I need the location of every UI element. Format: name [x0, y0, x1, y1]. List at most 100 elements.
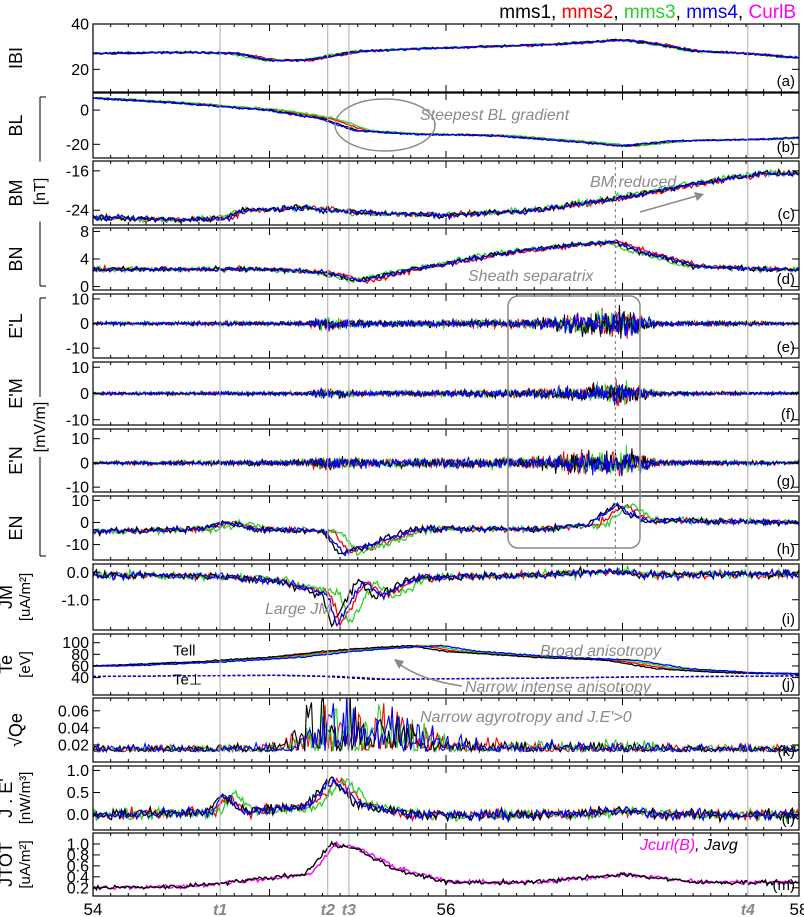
time-marker-label-t3: t3: [342, 902, 356, 917]
annotation-narrow-agyrotropy: Narrow agyrotropy and J.E'>0: [420, 709, 632, 726]
panel-a-series: [93, 38, 799, 63]
jtot-legend-avg: Javg: [703, 837, 738, 854]
y-axis-label-h: EN: [6, 515, 26, 540]
panel-j-series: [93, 644, 799, 681]
y-axis-label-j: Te: [0, 655, 16, 674]
y-tick-label: 60: [71, 658, 89, 675]
y-axis-unit-l: [nW/m³]: [17, 772, 34, 825]
y-axis-label-g: E'N: [6, 446, 26, 474]
y-tick-label: 40: [71, 17, 89, 34]
annotation-large-jm: Large JM: [265, 601, 332, 618]
series-tperp-mms4: [93, 674, 799, 681]
x-tick-label: 58: [790, 900, 804, 917]
legend-mms3: mms3: [623, 2, 676, 23]
panel-tag-k: (k): [778, 743, 796, 760]
y-tick-label: 0: [80, 103, 89, 120]
y-tick-label: 0.4: [67, 869, 89, 886]
panel-frame-a: [92, 23, 800, 93]
series-mms4-k: [93, 698, 799, 754]
panel-frame-d: [92, 227, 800, 291]
x-tick-label: 54: [84, 900, 103, 917]
annotation-bm-reduced: BM reduced: [590, 174, 677, 191]
y-tick-label: 80: [71, 647, 89, 664]
y-axis-label-l: J . E': [0, 778, 16, 817]
series-mms1-d: [93, 240, 799, 283]
series-mms4-l: [93, 776, 799, 824]
series-mms4-e: [93, 310, 799, 337]
y-tick-label: -20: [66, 137, 89, 154]
panel-b-series: [93, 96, 799, 148]
panel-f-series: [93, 379, 799, 407]
time-marker-label-t1: t1: [213, 902, 227, 917]
panel-g-series: [93, 444, 799, 477]
y-tick-label: 0.06: [58, 703, 89, 720]
annotation-arrowhead: [694, 192, 704, 201]
y-axis-label-m: JTOT: [0, 842, 16, 887]
label-te-parallel: Tell: [173, 642, 196, 659]
panel-i-series: [93, 564, 799, 628]
annotation-arrow: [397, 662, 463, 687]
panel-k: 0.060.040.02 (k) √Qe: [6, 697, 800, 763]
annotation-broad-anisotropy: Broad anisotropy: [540, 643, 662, 660]
legend-mms1: mms1: [499, 2, 552, 23]
y-axis-label-b: BL: [6, 114, 26, 136]
series-mms4-g: [93, 453, 799, 477]
series-mms4-i: [93, 566, 799, 627]
panel-k-series: [93, 698, 799, 754]
panel-g: 10 0 -10 (g) E'N: [6, 428, 800, 497]
panel-f: 10 0 -10 (f) E'M: [6, 360, 800, 429]
time-marker-label-t4: t4: [741, 902, 755, 917]
series-mms4-h: [93, 501, 799, 557]
y-tick-label: 0.02: [58, 737, 89, 754]
y-axis-unit-m: [uA/m²]: [17, 840, 34, 888]
panel-e: 10 0 -10 (e) E'L: [6, 291, 800, 359]
time-marker-label-t2: t2: [321, 902, 335, 917]
legend-mms4: mms4: [686, 2, 738, 23]
y-tick-label: -10: [66, 412, 89, 429]
series-tpar-mms1: [93, 644, 799, 676]
panel-d: 8 4 0 (d) BN: [6, 224, 800, 296]
panel-c: -16 -24 (c) BM: [6, 160, 800, 226]
panel-e-series: [93, 304, 799, 339]
y-tick-label: 0: [80, 455, 89, 472]
y-tick-label: 4: [80, 252, 89, 269]
y-tick-label: 20: [71, 62, 89, 79]
series-mms1-e: [93, 304, 799, 339]
series-mms3-k: [93, 701, 799, 753]
y-axis-label-d: BN: [6, 246, 26, 271]
series-javg: [93, 840, 799, 892]
panel-tag-d: (d): [777, 271, 795, 288]
panel-h-series: [93, 501, 799, 557]
y-tick-label: -24: [66, 203, 89, 220]
annotation-ellipse: [334, 98, 436, 152]
jtot-legend: Jcurl(B), Javg: [639, 837, 738, 854]
y-axis-label-i: JM: [0, 585, 16, 609]
series-mms2-h: [93, 503, 799, 554]
panel-tag-m: (m): [773, 877, 796, 894]
y-tick-label: -16: [66, 163, 89, 180]
y-axis-label-k: √Qe: [6, 713, 26, 747]
y-tick-label: 0: [80, 279, 89, 296]
y-tick-label: 1.0: [67, 763, 89, 780]
y-tick-label: 10: [71, 493, 89, 510]
series-mms4-b: [93, 97, 799, 147]
panel-c-series: [93, 168, 799, 224]
panel-m-series: [93, 840, 799, 892]
legend-curlb: CurlB: [748, 2, 796, 23]
y-tick-label: 100: [62, 635, 89, 652]
legend-mms2: mms2: [561, 2, 614, 23]
panel-a: 20 40 (a) IBI: [6, 17, 800, 93]
panel-tag-j: (j): [782, 676, 795, 693]
series-mms4-a: [93, 38, 799, 63]
y-tick-label: 0.0: [67, 565, 89, 582]
y-tick-label: 0: [80, 316, 89, 333]
series-tpar-mms4: [93, 644, 799, 675]
panel-l-series: [93, 776, 799, 824]
y-tick-label: 10: [71, 360, 89, 377]
series-mms4-c: [93, 170, 799, 223]
jtot-legend-curl: Jcurl(B): [639, 837, 695, 854]
annotation-sheath-separatrix: Sheath separatrix: [468, 268, 594, 285]
panel-b: 0 -20 (b) BL: [6, 92, 800, 159]
annotations: Steepest BL gradient BM reduced Sheath sep…: [265, 98, 704, 726]
y-tick-label: 10: [71, 291, 89, 308]
